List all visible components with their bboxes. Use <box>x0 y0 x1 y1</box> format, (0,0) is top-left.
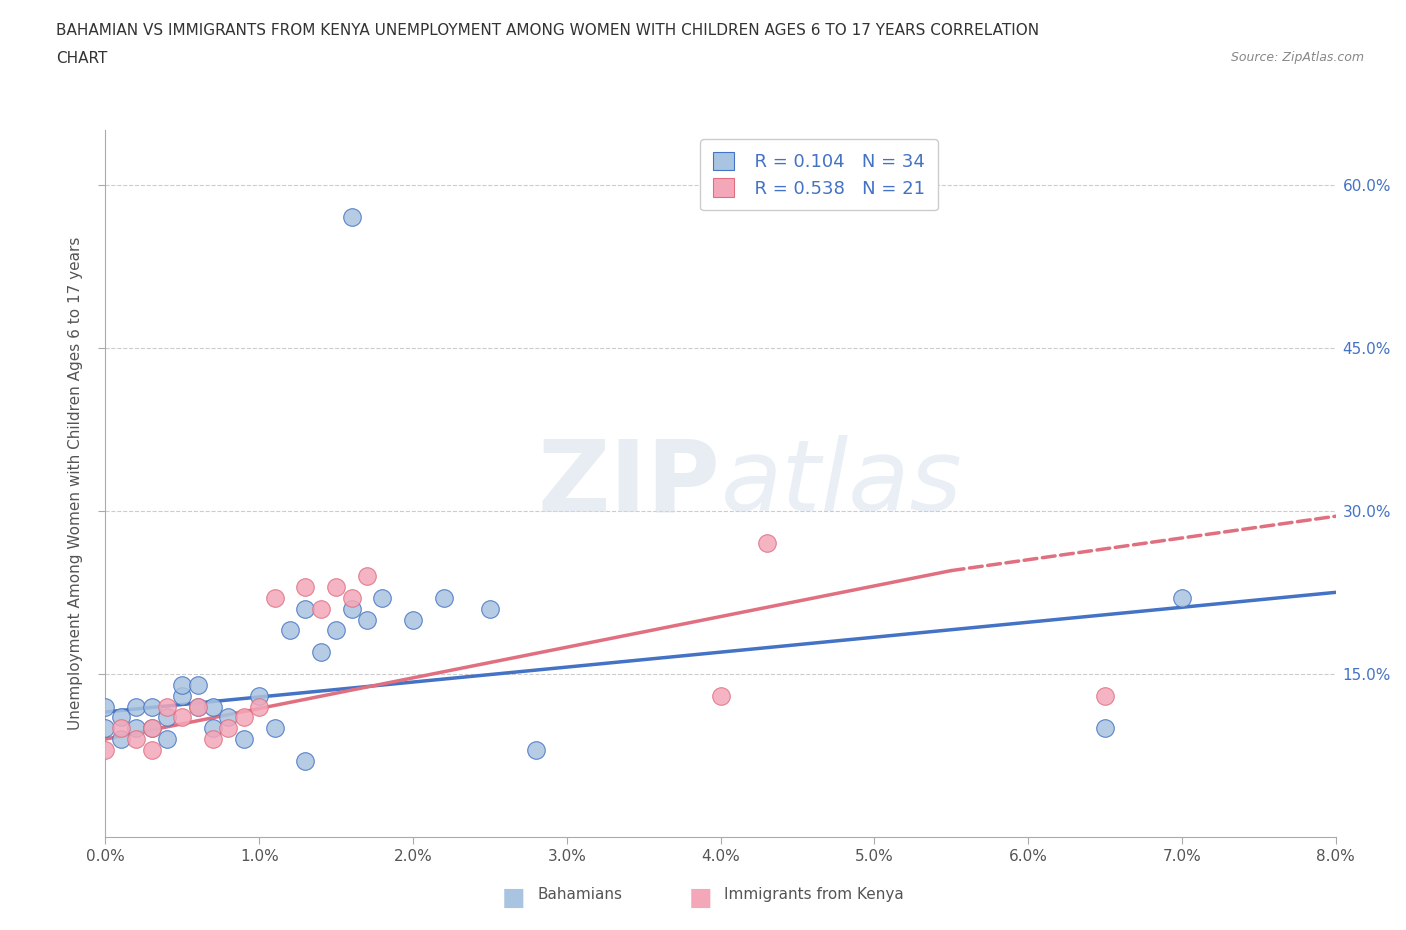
Point <box>218 721 240 736</box>
Point <box>156 732 179 747</box>
Point <box>755 536 778 551</box>
Point <box>94 721 117 736</box>
Point <box>247 688 270 703</box>
Point <box>156 710 179 724</box>
Point <box>110 710 132 724</box>
Y-axis label: Unemployment Among Women with Children Ages 6 to 17 years: Unemployment Among Women with Children A… <box>67 237 83 730</box>
Point <box>325 623 347 638</box>
Point <box>172 710 194 724</box>
Point <box>402 612 425 627</box>
Point <box>356 568 378 583</box>
Point <box>187 677 209 692</box>
Text: CHART: CHART <box>56 51 108 66</box>
Text: Source: ZipAtlas.com: Source: ZipAtlas.com <box>1230 51 1364 64</box>
Text: ZIP: ZIP <box>537 435 721 532</box>
Point <box>232 732 254 747</box>
Point <box>187 699 209 714</box>
Text: ■: ■ <box>689 885 711 910</box>
Point <box>110 721 132 736</box>
Point <box>125 721 148 736</box>
Point <box>141 721 163 736</box>
Point <box>325 579 347 594</box>
Point <box>371 591 394 605</box>
Point <box>187 699 209 714</box>
Point <box>202 699 225 714</box>
Point <box>247 699 270 714</box>
Point <box>232 710 254 724</box>
Point <box>141 699 163 714</box>
Point <box>309 601 332 616</box>
Legend:   R = 0.104   N = 34,   R = 0.538   N = 21: R = 0.104 N = 34, R = 0.538 N = 21 <box>700 140 938 210</box>
Point <box>340 601 363 616</box>
Point <box>356 612 378 627</box>
Point <box>110 732 132 747</box>
Point <box>294 579 316 594</box>
Point <box>94 699 117 714</box>
Point <box>141 742 163 757</box>
Point <box>309 644 332 659</box>
Text: ■: ■ <box>502 885 524 910</box>
Point <box>278 623 301 638</box>
Point <box>202 721 225 736</box>
Point <box>218 710 240 724</box>
Point <box>1094 688 1116 703</box>
Point <box>340 210 363 225</box>
Point <box>433 591 456 605</box>
Point <box>202 732 225 747</box>
Point <box>263 721 285 736</box>
Point <box>94 742 117 757</box>
Point <box>125 699 148 714</box>
Point <box>294 601 316 616</box>
Point <box>1094 721 1116 736</box>
Text: Bahamians: Bahamians <box>537 887 621 902</box>
Text: Immigrants from Kenya: Immigrants from Kenya <box>724 887 904 902</box>
Text: atlas: atlas <box>721 435 962 532</box>
Point <box>340 591 363 605</box>
Point <box>263 591 285 605</box>
Point <box>478 601 501 616</box>
Point <box>125 732 148 747</box>
Point <box>156 699 179 714</box>
Point <box>172 688 194 703</box>
Point <box>1171 591 1194 605</box>
Point <box>294 753 316 768</box>
Point <box>524 742 547 757</box>
Point <box>710 688 733 703</box>
Point <box>141 721 163 736</box>
Point <box>172 677 194 692</box>
Text: BAHAMIAN VS IMMIGRANTS FROM KENYA UNEMPLOYMENT AMONG WOMEN WITH CHILDREN AGES 6 : BAHAMIAN VS IMMIGRANTS FROM KENYA UNEMPL… <box>56 23 1039 38</box>
